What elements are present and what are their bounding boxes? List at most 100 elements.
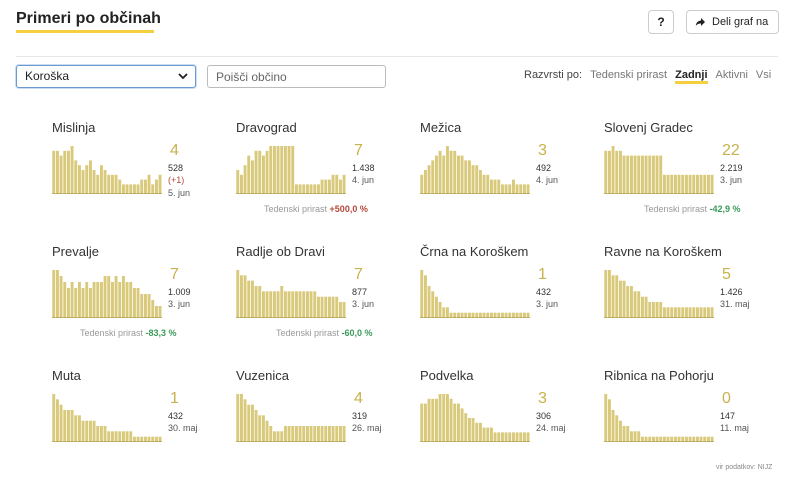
- municipality-card[interactable]: Črna na Koroškem 1 432 3. jun: [420, 244, 590, 354]
- case-bar: [284, 146, 287, 194]
- case-bar: [666, 436, 670, 442]
- sort-option-weekly[interactable]: Tedenski prirast: [590, 69, 668, 81]
- growth-value: -60,0 %: [341, 328, 373, 338]
- case-bar: [508, 184, 512, 194]
- municipality-card[interactable]: Prevalje 7 1.009 3. jun Tedenski prirast -83…: [52, 244, 222, 354]
- case-bar: [641, 296, 644, 318]
- case-bar: [339, 302, 342, 318]
- case-bar: [155, 436, 158, 442]
- case-bar: [630, 155, 633, 194]
- total-count: 432: [168, 411, 184, 421]
- case-bar: [475, 422, 479, 442]
- case-bar: [435, 398, 438, 442]
- municipality-card[interactable]: Vuzenica 4 319 26. maj: [236, 368, 406, 478]
- total-count: 1.438: [352, 163, 375, 173]
- case-bar: [70, 410, 74, 442]
- case-bar: [280, 286, 284, 318]
- region-select[interactable]: Koroška: [16, 65, 196, 88]
- case-bar: [633, 155, 637, 194]
- case-bar: [707, 174, 710, 194]
- case-bar: [457, 155, 460, 194]
- case-bar: [648, 155, 652, 194]
- last-date: 3. jun: [720, 175, 743, 185]
- case-bar: [674, 174, 677, 194]
- case-bar: [240, 394, 243, 442]
- case-bar: [118, 179, 122, 194]
- case-bar: [295, 184, 298, 194]
- case-bar: [133, 288, 136, 318]
- case-bar: [615, 415, 619, 442]
- municipality-card[interactable]: Dravograd 7 1.438 4. jun Tedenski prirast +5…: [236, 120, 406, 230]
- case-bar: [475, 165, 479, 194]
- municipality-card[interactable]: Slovenj Gradec 22 2.219 3. jun Tedenski prir…: [604, 120, 774, 230]
- case-bar: [136, 436, 140, 442]
- case-bar: [107, 174, 111, 194]
- municipality-card[interactable]: Mežica 3 492 4. jun: [420, 120, 590, 230]
- case-bar: [619, 150, 622, 194]
- municipality-name: Mislinja: [52, 120, 96, 135]
- case-bar: [611, 410, 615, 442]
- case-bar: [486, 427, 490, 442]
- case-bar: [604, 270, 608, 318]
- municipality-card[interactable]: Podvelka 3 306 24. maj: [420, 368, 590, 478]
- case-bar: [298, 184, 302, 194]
- case-bar: [696, 174, 699, 194]
- case-bar: [699, 174, 703, 194]
- case-bar: [619, 280, 622, 318]
- active-count: 4: [170, 142, 179, 159]
- case-bar: [236, 270, 240, 318]
- share-button[interactable]: Deli graf na: [686, 10, 779, 34]
- case-bar: [427, 286, 431, 318]
- case-bar: [92, 420, 96, 442]
- case-bar: [652, 302, 655, 318]
- case-bar: [493, 179, 497, 194]
- case-bar: [147, 294, 151, 318]
- case-bar: [298, 426, 302, 442]
- case-bar: [482, 427, 486, 442]
- case-bar: [147, 174, 151, 194]
- municipality-card[interactable]: Ravne na Koroškem 5 1.426 31. maj: [604, 244, 774, 354]
- case-bar: [630, 286, 633, 318]
- case-bar: [608, 399, 611, 442]
- case-bar: [320, 426, 324, 442]
- help-button[interactable]: ?: [648, 10, 674, 34]
- case-bar: [151, 436, 155, 442]
- case-bar: [306, 291, 309, 318]
- case-bar: [453, 312, 457, 318]
- cases-bar-chart: [420, 270, 530, 318]
- case-bar: [331, 296, 335, 318]
- active-count: 7: [354, 266, 363, 283]
- case-bar: [703, 174, 707, 194]
- case-bar: [122, 431, 125, 442]
- total-count: 147: [720, 411, 736, 421]
- case-bar: [703, 436, 707, 442]
- municipality-card[interactable]: Muta 1 432 30. maj: [52, 368, 222, 478]
- last-date: 5. jun: [168, 188, 191, 198]
- case-bar: [133, 436, 136, 442]
- case-bar: [446, 307, 449, 318]
- case-bar: [486, 312, 490, 318]
- active-count: 0: [722, 390, 731, 407]
- sort-option-active[interactable]: Aktivni: [715, 69, 748, 81]
- case-bar: [254, 150, 258, 194]
- municipality-card[interactable]: Mislinja 4 528 (+1) 5. jun: [52, 120, 222, 230]
- search-input[interactable]: [207, 65, 386, 88]
- municipality-card[interactable]: Ribnica na Pohorju 0 147 11. maj: [604, 368, 774, 478]
- case-bar: [63, 150, 67, 194]
- case-bar: [287, 146, 291, 194]
- sort-option-latest[interactable]: Zadnji: [675, 69, 708, 84]
- case-bar: [453, 150, 457, 194]
- case-bar: [622, 426, 626, 442]
- case-bar: [111, 431, 114, 442]
- active-count: 22: [722, 142, 740, 159]
- case-bar: [265, 420, 269, 442]
- case-bar: [313, 291, 317, 318]
- case-bar: [449, 398, 453, 442]
- municipality-card[interactable]: Radlje ob Dravi 7 877 3. jun Tedenski priras…: [236, 244, 406, 354]
- case-bar: [335, 296, 339, 318]
- case-bar: [659, 155, 663, 194]
- case-bar: [685, 436, 688, 442]
- sort-option-all[interactable]: Vsi: [755, 69, 772, 81]
- case-bar: [89, 160, 92, 194]
- case-bar: [295, 291, 298, 318]
